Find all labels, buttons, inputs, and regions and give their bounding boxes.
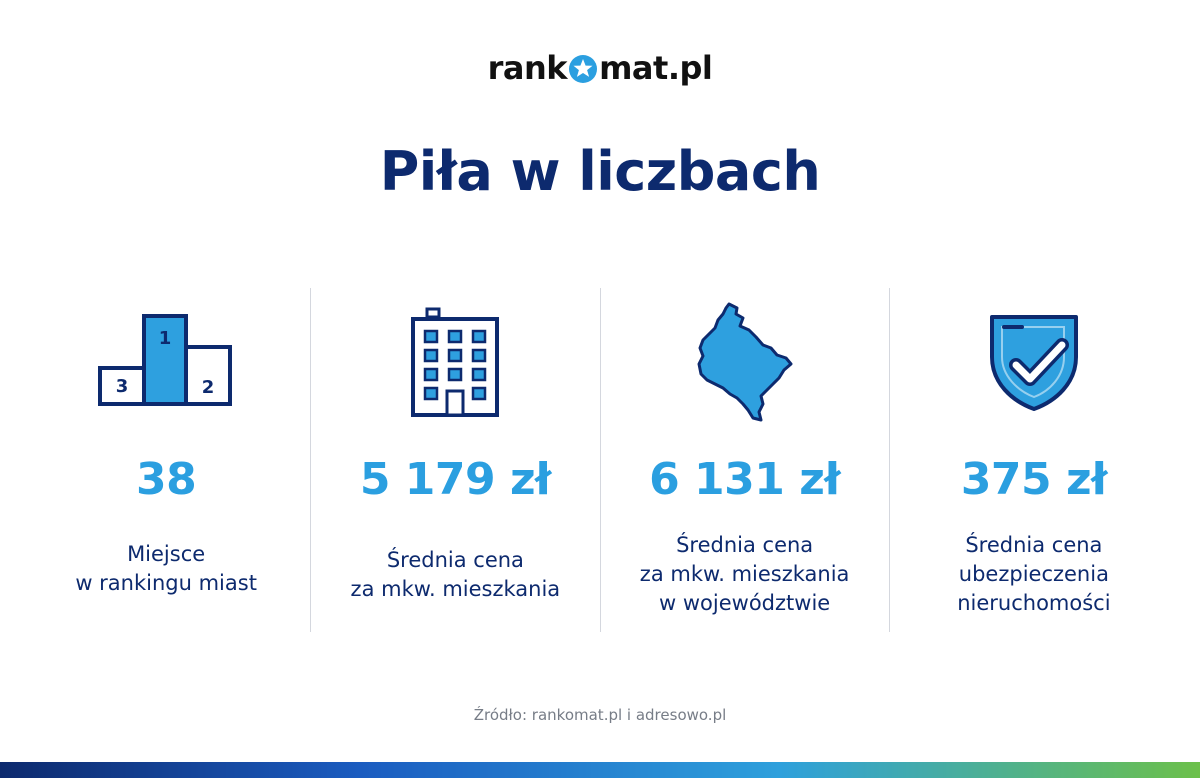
stat-city-price: 5 179 zł Średnia cena za mkw. mieszkania (310, 288, 599, 632)
stat-description: Średnia cena ubezpieczenia nieruchomości (890, 531, 1178, 618)
stat-city-ranking: 1 3 2 38 Miejsce w rankingu miast (22, 288, 310, 632)
logo-text-right: mat.pl (599, 49, 713, 87)
svg-text:3: 3 (116, 376, 129, 397)
building-icon (311, 298, 599, 428)
stat-description-line: Średnia cena (676, 533, 814, 557)
bottom-gradient-bar (0, 762, 1200, 778)
stat-value: 375 zł (960, 454, 1108, 505)
stat-description: Średnia cena za mkw. mieszkania (311, 546, 599, 604)
stat-description-line: za mkw. mieszkania (350, 577, 561, 601)
source-note: Źródło: rankomat.pl i adresowo.pl (473, 706, 727, 724)
podium-icon: 1 3 2 (22, 298, 310, 428)
logo-text-left: rank (487, 49, 568, 87)
stat-description-line: w rankingu miast (75, 571, 257, 595)
stats-row: 1 3 2 38 Miejsce w rankingu miast (22, 288, 1178, 632)
stat-description: Miejsce w rankingu miast (22, 540, 310, 598)
stat-value: 5 179 zł (359, 454, 552, 505)
stat-description-line: ubezpieczenia (958, 562, 1109, 586)
shield-check-icon (890, 298, 1178, 428)
stat-description-line: Średnia cena (386, 548, 524, 572)
stat-description-line: nieruchomości (957, 591, 1111, 615)
stat-value: 6 131 zł (649, 454, 841, 505)
stat-description-line: w województwie (659, 591, 831, 615)
stat-description-line: Miejsce (127, 542, 206, 566)
stat-description-line: Średnia cena (965, 533, 1103, 557)
stat-insurance-price: 375 zł Średnia cena ubezpieczenia nieruc… (888, 288, 1178, 632)
stat-value: 38 (136, 454, 197, 505)
logo-star-icon (568, 54, 598, 84)
stat-description-line: za mkw. mieszkania (639, 562, 850, 586)
region-map-icon (601, 298, 889, 428)
svg-text:1: 1 (159, 328, 172, 349)
page-title: Piła w liczbach (379, 140, 821, 203)
svg-text:2: 2 (202, 377, 215, 398)
stat-description: Średnia cena za mkw. mieszkania w wojewó… (601, 531, 889, 618)
stat-region-price: 6 131 zł Średnia cena za mkw. mieszkania… (599, 288, 889, 632)
brand-logo: rank mat.pl (0, 48, 1200, 88)
